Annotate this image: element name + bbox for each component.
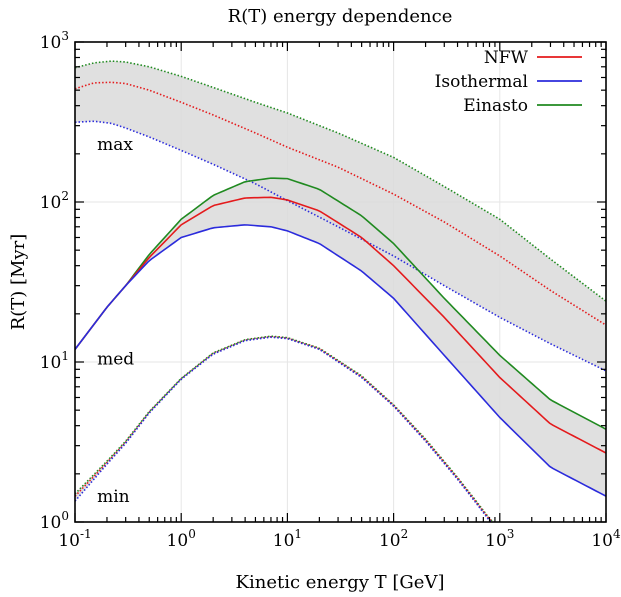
series-med-isothermal [75,224,606,497]
series-max-isothermal [75,120,606,372]
uncertainty-bands [75,61,606,522]
legend-label: Isothermal [435,72,528,92]
x-tick-labels: 10-1 100 101 102 103 104 [58,527,621,551]
x-tick-label: 100 [167,527,196,551]
y-tick-label: 101 [40,349,69,373]
legend-label: Einasto [463,96,528,116]
annotation-max: max [97,135,133,155]
annotations: max med min [97,135,134,507]
series-min-nfw [75,335,494,522]
series-min-einasto [75,335,495,522]
series-max-nfw [75,81,606,326]
legend-label: NFW [484,48,529,68]
series-min-isothermal [75,336,493,522]
band-med [75,178,606,497]
x-tick-label: 101 [273,527,302,551]
series-med-nfw [75,196,606,454]
series-lines [75,60,606,522]
chart-title: R(T) energy dependence [228,6,453,27]
x-tick-label: 102 [379,527,408,551]
legend: NFW Isothermal Einasto [435,48,582,116]
series-med-einasto [75,177,606,430]
annotation-med: med [97,350,134,370]
x-tick-label: 103 [485,527,514,551]
annotation-min: min [97,487,130,507]
y-tick-label: 102 [40,189,69,213]
x-tick-label: 104 [591,527,621,551]
x-axis-label: Kinetic energy T [GeV] [236,572,445,593]
y-tick-label: 100 [40,509,69,533]
band-min [75,336,494,522]
x-tick-label: 10-1 [58,527,91,551]
y-axis-label: R(T) [Myr] [8,234,29,331]
y-tick-label: 103 [40,29,69,53]
y-tick-labels: 100 101 102 103 [40,29,69,533]
axis-ticks [74,41,607,523]
plot-frame [74,41,607,523]
